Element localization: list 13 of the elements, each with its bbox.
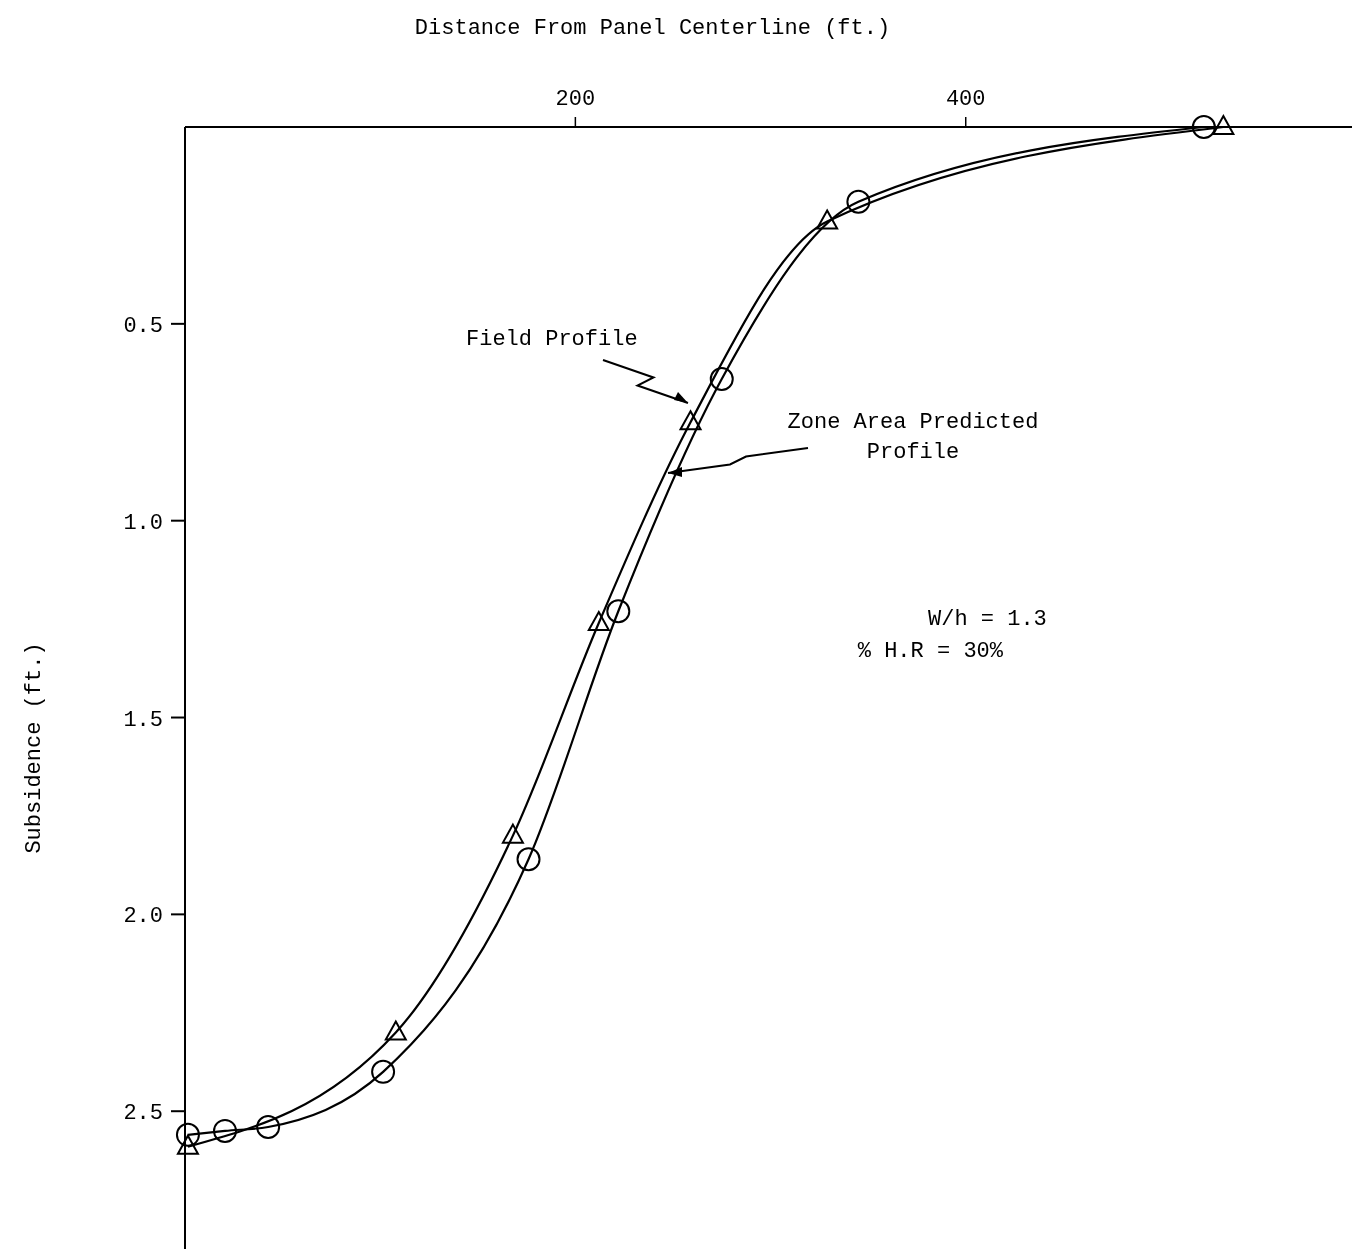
x-tick-label: 400: [945, 87, 986, 112]
y-tick-label: 2.0: [123, 904, 163, 930]
x-tick-label: 200: [555, 87, 596, 112]
text: Zone Area Predicted Profile: [787, 410, 1039, 465]
y-tick-label: 2.5: [123, 1101, 163, 1127]
x-axis-title: Distance From Panel Centerline (ft.): [414, 16, 891, 41]
y-tick-label: 1.0: [123, 510, 163, 536]
text: Field Profile: [466, 327, 638, 352]
annotation: % H.R = 30%: [857, 639, 1004, 664]
y-tick-label: 0.5: [123, 313, 163, 339]
annotation: W/h = 1.3: [928, 607, 1047, 632]
y-tick-label: 1.5: [123, 707, 163, 733]
y-axis-title: Subsidence (ft.): [22, 642, 47, 854]
